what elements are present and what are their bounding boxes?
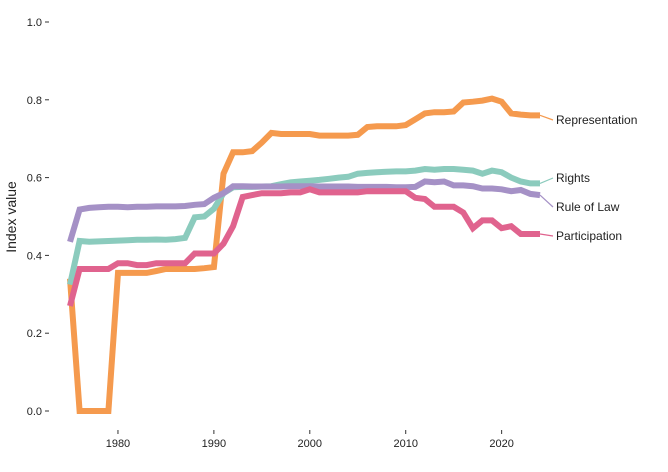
x-tick-label: 2010: [393, 438, 417, 450]
series-line-rule-of-law: [67, 178, 541, 243]
label-leader-line: [539, 114, 554, 121]
label-leader-line: [539, 177, 554, 184]
y-tick-label: 0.0: [27, 406, 42, 418]
label-leader-line: [539, 194, 554, 208]
y-tick-label: 1.0: [27, 17, 42, 29]
label-leader-line: [539, 233, 554, 237]
x-axis: 1980 1990 2000 2010 2020: [106, 430, 514, 450]
y-tick-label: 0.6: [27, 173, 42, 185]
y-axis: 0.0 0.2 0.4 0.6 0.8 1.0: [27, 17, 49, 418]
series-line-representation: [67, 95, 540, 414]
series-label-participation: Participation: [556, 229, 622, 243]
series-label-representation: Representation: [556, 113, 637, 127]
y-tick-label: 0.4: [27, 250, 42, 262]
series-line-rights: [67, 165, 540, 286]
x-tick-label: 2000: [298, 438, 322, 450]
x-tick-label: 1990: [202, 438, 226, 450]
y-tick-label: 0.8: [27, 95, 42, 107]
series-line-participation: [67, 186, 540, 307]
y-axis-title: Index value: [3, 181, 19, 253]
series-layer: [67, 95, 541, 414]
series-label-rule-of-law: Rule of Law: [556, 200, 620, 214]
series-label-rights: Rights: [556, 171, 590, 185]
x-tick-label: 1980: [106, 438, 130, 450]
x-tick-label: 2020: [489, 438, 513, 450]
y-tick-label: 0.2: [27, 328, 42, 340]
series-labels: Representation Rights Rule of Law Participa…: [539, 113, 637, 243]
